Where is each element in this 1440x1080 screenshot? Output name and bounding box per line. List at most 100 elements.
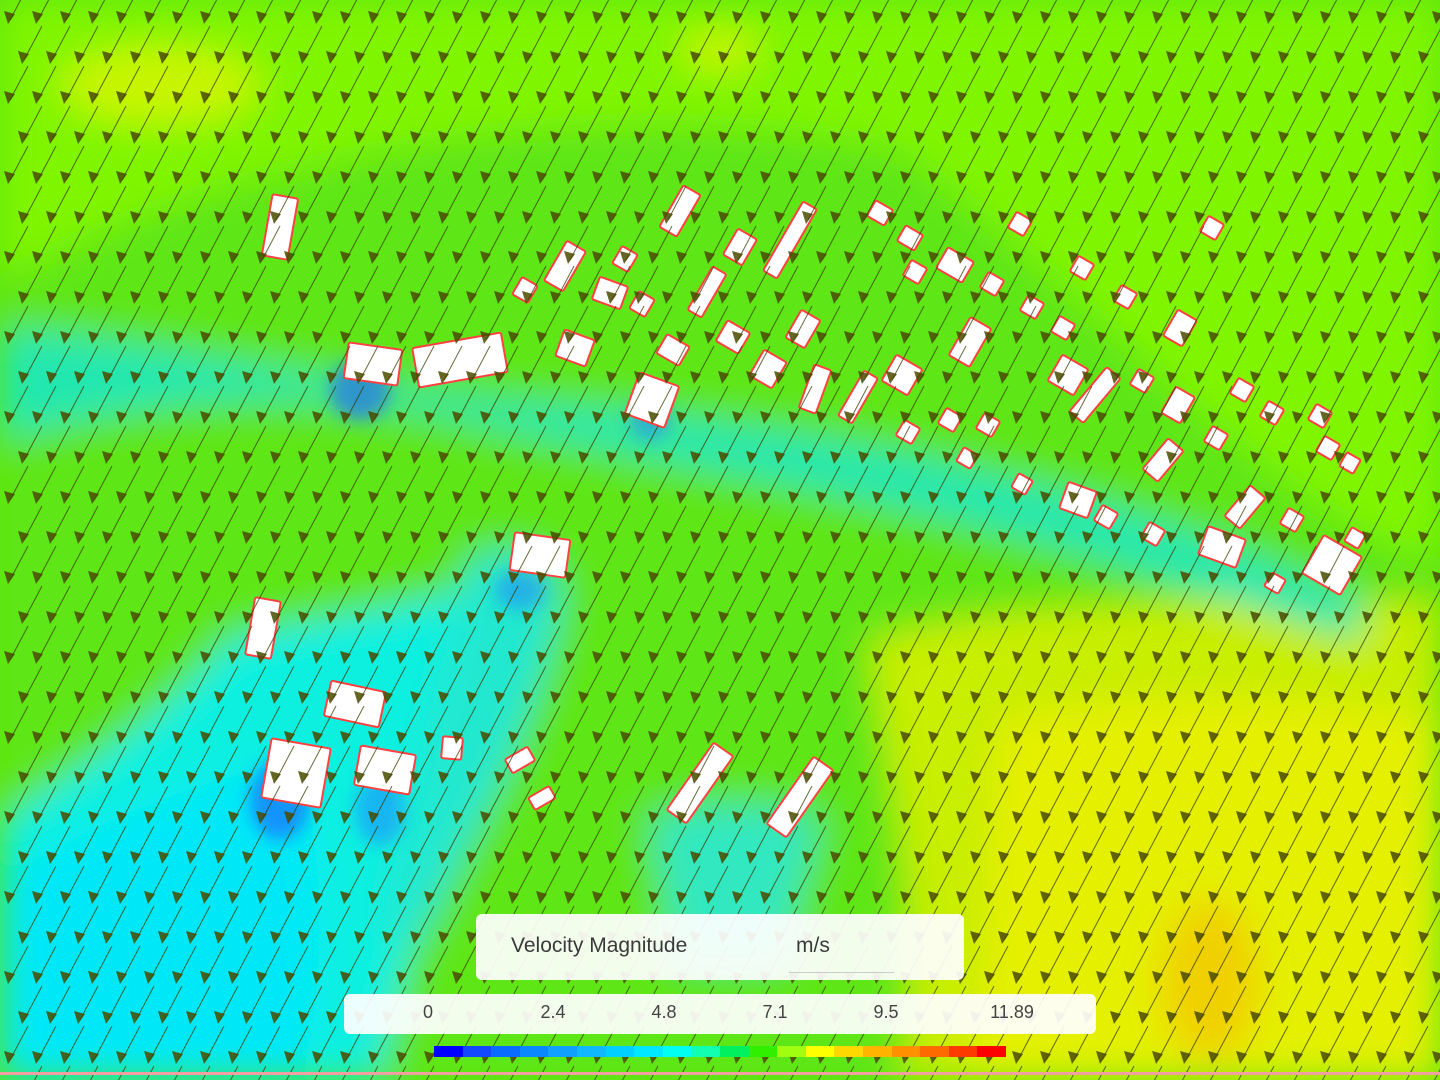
velocity-arrow: [116, 65, 141, 104]
velocity-arrow: [298, 585, 323, 624]
velocity-arrow: [622, 1065, 631, 1080]
velocity-arrow: [130, 505, 155, 544]
velocity-arrow: [1096, 625, 1121, 664]
velocity-arrow: [1208, 625, 1233, 664]
velocity-arrow: [424, 545, 449, 584]
velocity-arrow: [18, 665, 43, 704]
velocity-arrow: [1348, 625, 1373, 664]
velocity-arrow: [1390, 985, 1415, 1024]
velocity-arrow: [1390, 665, 1415, 704]
velocity-arrow: [424, 65, 449, 104]
velocity-arrow: [1068, 145, 1093, 184]
velocity-arrow: [592, 305, 617, 344]
building: [628, 290, 656, 318]
velocity-arrow: [186, 425, 211, 464]
velocity-arrow: [1166, 745, 1191, 784]
velocity-arrow: [816, 0, 834, 24]
velocity-arrow: [32, 385, 57, 424]
velocity-arrow: [228, 865, 253, 904]
velocity-arrow: [438, 745, 463, 784]
velocity-arrow: [158, 985, 183, 1024]
velocity-arrow: [1040, 865, 1065, 904]
velocity-arrow: [900, 65, 925, 104]
velocity-arrow: [746, 105, 771, 144]
velocity-arrow: [1390, 185, 1415, 224]
velocity-arrow: [116, 785, 141, 824]
velocity-arrow: [592, 65, 617, 104]
velocity-arrow: [1082, 185, 1107, 224]
velocity-arrow: [1432, 571, 1440, 584]
velocity-arrow: [732, 385, 757, 424]
velocity-arrow: [830, 825, 855, 864]
velocity-arrow: [60, 1025, 85, 1064]
velocity-arrow: [956, 65, 981, 104]
velocity-arrow: [382, 185, 407, 224]
building: [766, 756, 834, 838]
velocity-arrow: [32, 865, 57, 904]
velocity-arrow: [984, 945, 1009, 984]
velocity-arrow: [1306, 185, 1331, 224]
velocity-arrow: [900, 865, 925, 904]
velocity-arrow: [564, 785, 589, 824]
velocity-arrow: [410, 25, 435, 64]
velocity-arrow: [46, 425, 71, 464]
velocity-arrow: [214, 905, 239, 944]
velocity-arrow: [18, 25, 43, 64]
velocity-arrow: [1292, 465, 1317, 504]
velocity-arrow: [1222, 825, 1247, 864]
velocity-arrow: [312, 545, 337, 584]
velocity-arrow: [1418, 28, 1440, 64]
velocity-arrow: [1194, 665, 1219, 704]
velocity-arrow: [1222, 985, 1247, 1024]
velocity-arrow: [1362, 425, 1387, 464]
velocity-arrow: [368, 305, 393, 344]
velocity-arrow: [312, 945, 337, 984]
velocity-arrow: [592, 705, 617, 744]
velocity-arrow: [886, 345, 911, 384]
velocity-arrow: [1306, 25, 1331, 64]
color-bar: [434, 1046, 1006, 1057]
velocity-arrow: [522, 425, 547, 464]
velocity-arrow: [396, 785, 421, 824]
velocity-arrow: [634, 665, 659, 704]
velocity-arrow: [1082, 585, 1107, 624]
velocity-arrow: [382, 745, 407, 784]
velocity-arrow: [1390, 345, 1415, 384]
velocity-arrow: [1250, 505, 1275, 544]
velocity-arrow: [1278, 745, 1303, 784]
velocity-arrow: [452, 545, 477, 584]
velocity-arrow: [1264, 625, 1289, 664]
velocity-arrow: [1138, 905, 1163, 944]
velocity-arrow: [256, 0, 274, 24]
velocity-arrow: [830, 185, 855, 224]
velocity-arrow: [1068, 305, 1093, 344]
velocity-arrow: [424, 625, 449, 664]
velocity-arrow: [872, 465, 897, 504]
velocity-arrow: [256, 225, 281, 264]
velocity-arrow: [1264, 0, 1282, 24]
velocity-arrow: [102, 505, 127, 544]
velocity-arrow: [1124, 145, 1149, 184]
velocity-arrow: [46, 185, 71, 224]
velocity-arrow: [1152, 945, 1177, 984]
velocity-arrow: [676, 225, 701, 264]
velocity-arrow: [634, 425, 659, 464]
velocity-arrow: [1334, 585, 1359, 624]
velocity-arrow: [396, 145, 421, 184]
velocity-arrow: [1040, 705, 1065, 744]
velocity-arrow: [1292, 945, 1317, 984]
velocity-arrow: [1096, 465, 1121, 504]
velocity-arrow: [774, 265, 799, 304]
velocity-arrow: [214, 505, 239, 544]
velocity-arrow: [1376, 705, 1401, 744]
velocity-arrow: [704, 705, 729, 744]
velocity-arrow: [788, 0, 806, 24]
velocity-arrow: [1012, 625, 1037, 664]
velocity-arrow: [158, 745, 183, 784]
velocity-arrow: [116, 705, 141, 744]
velocity-arrow: [1138, 825, 1163, 864]
velocity-arrow: [788, 705, 813, 744]
building: [1140, 521, 1166, 547]
velocity-arrow: [102, 265, 127, 304]
